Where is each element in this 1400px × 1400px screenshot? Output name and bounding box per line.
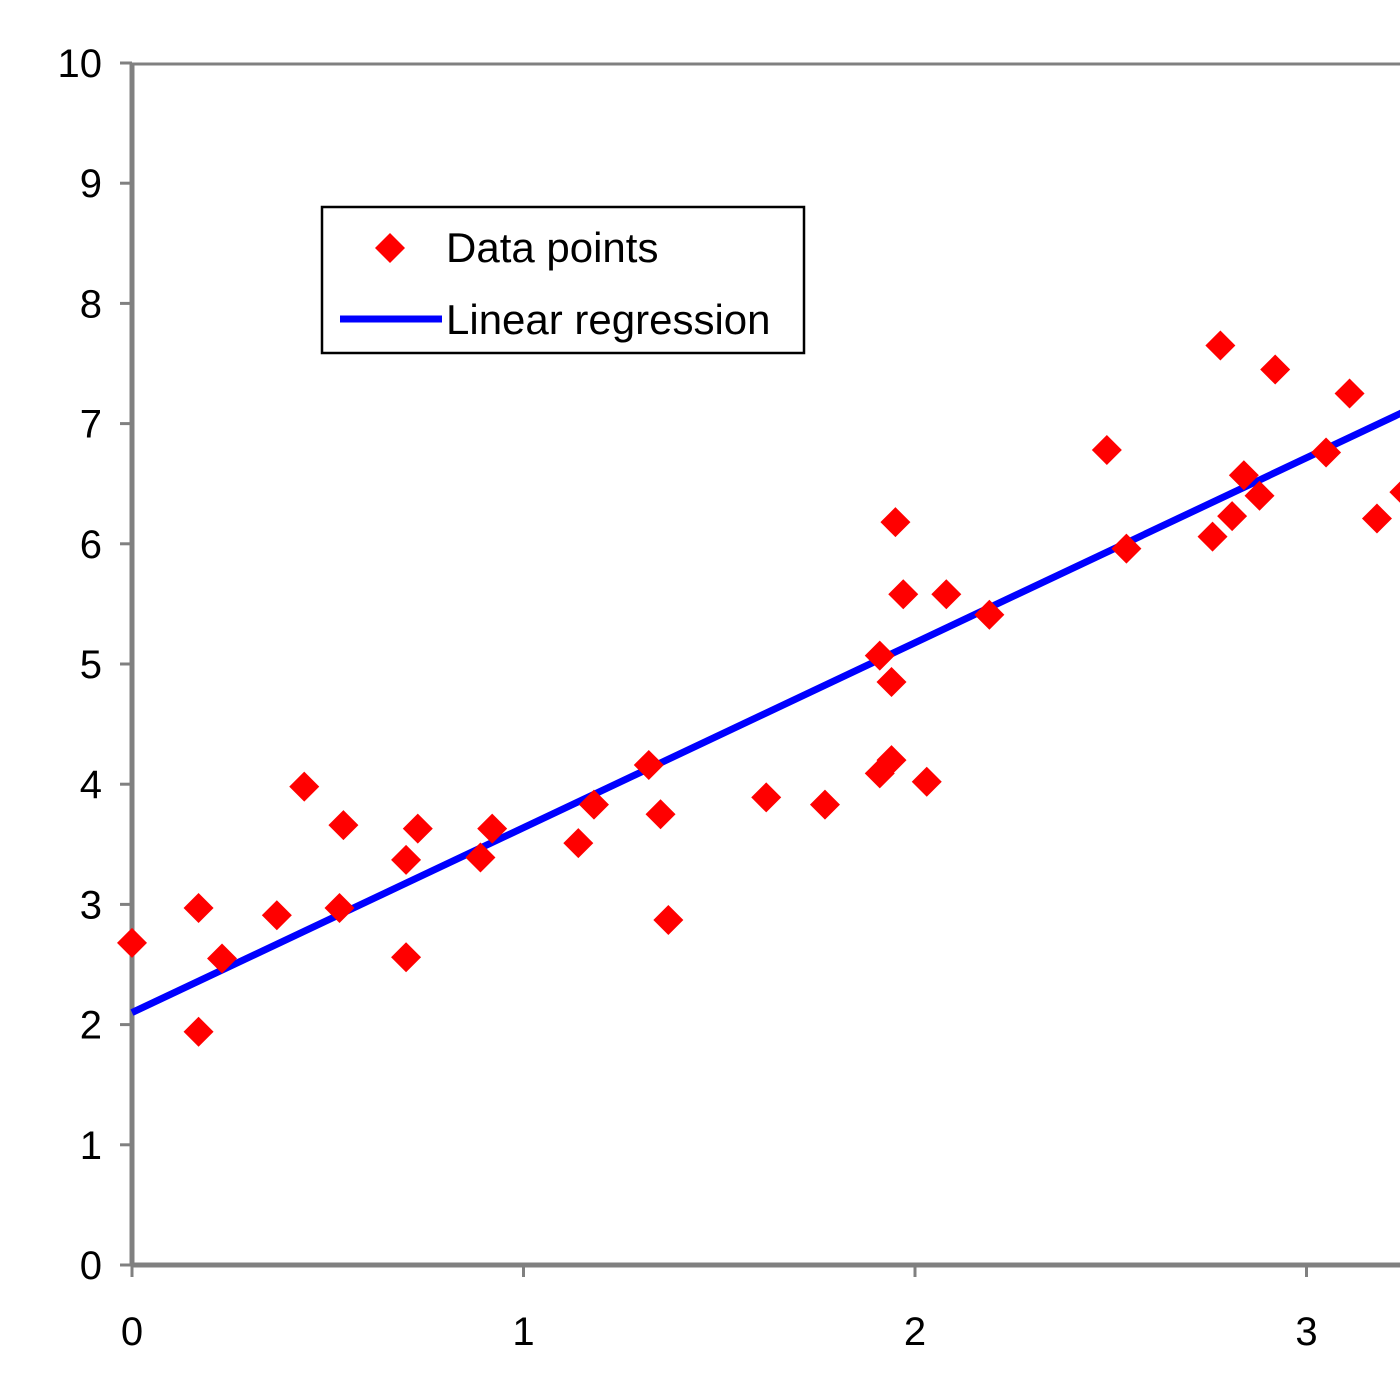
y-axis: 0 1 2 3 4 5 6 7 8 9 10 <box>58 42 135 1288</box>
legend-label-data-points: Data points <box>446 224 658 271</box>
legend-diamond-icon <box>375 233 405 263</box>
data-point <box>183 893 214 924</box>
data-point <box>809 789 840 820</box>
data-point <box>1244 480 1275 511</box>
x-axis: 0 1 2 3 <box>121 1262 1400 1354</box>
data-point <box>1205 330 1236 361</box>
legend: Data points Linear regression <box>320 205 806 355</box>
x-tick-label: 1 <box>512 1310 534 1354</box>
data-point <box>888 579 919 610</box>
data-point <box>1111 533 1142 564</box>
data-point <box>289 771 320 802</box>
regression-line <box>130 409 1400 1016</box>
x-tick-label: 2 <box>904 1310 926 1354</box>
data-point <box>880 507 911 538</box>
data-point <box>1361 503 1392 534</box>
data-point <box>1197 521 1228 552</box>
y-tick-label: 10 <box>58 42 103 86</box>
data-point <box>1389 481 1400 503</box>
y-tick-label: 2 <box>80 1004 102 1048</box>
series-layer <box>117 330 1400 1047</box>
y-tick-label: 6 <box>80 523 102 567</box>
data-point <box>328 810 359 841</box>
data-point <box>876 745 907 776</box>
y-tick-label: 8 <box>80 282 102 326</box>
data-point <box>1334 378 1365 409</box>
data-point <box>465 842 496 873</box>
data-point <box>1260 354 1291 385</box>
data-point <box>645 799 676 830</box>
data-point <box>563 828 594 859</box>
x-tick-label: 0 <box>121 1310 143 1354</box>
y-tick-label: 7 <box>80 403 102 447</box>
data-point <box>402 813 433 844</box>
y-tick-label: 5 <box>80 643 102 687</box>
data-point <box>751 782 782 813</box>
data-point <box>207 943 238 974</box>
legend-label-linear-regression: Linear regression <box>446 296 771 343</box>
data-point <box>391 942 422 973</box>
plot-area <box>117 330 1400 1047</box>
y-tick-label: 9 <box>80 162 102 206</box>
data-point <box>911 766 942 797</box>
data-point <box>974 599 1005 630</box>
data-point <box>1091 435 1122 466</box>
data-point <box>1228 460 1259 491</box>
x-tick-label: 3 <box>1295 1310 1317 1354</box>
data-point <box>324 893 355 924</box>
data-point <box>391 844 422 875</box>
data-point <box>864 640 895 671</box>
data-point <box>1217 501 1248 532</box>
data-point <box>931 579 962 610</box>
data-point <box>578 789 609 820</box>
y-tick-label: 4 <box>80 763 102 807</box>
data-point <box>477 813 508 844</box>
data-point <box>1311 437 1342 468</box>
data-point <box>876 667 907 698</box>
y-tick-label: 1 <box>80 1124 102 1168</box>
y-tick-label: 3 <box>80 883 102 927</box>
y-tick-label: 0 <box>80 1244 102 1288</box>
data-point <box>117 927 147 958</box>
data-point <box>261 900 292 931</box>
legend-box <box>320 205 806 355</box>
data-point <box>183 1016 214 1047</box>
data-point <box>653 905 684 936</box>
data-point <box>633 749 664 780</box>
